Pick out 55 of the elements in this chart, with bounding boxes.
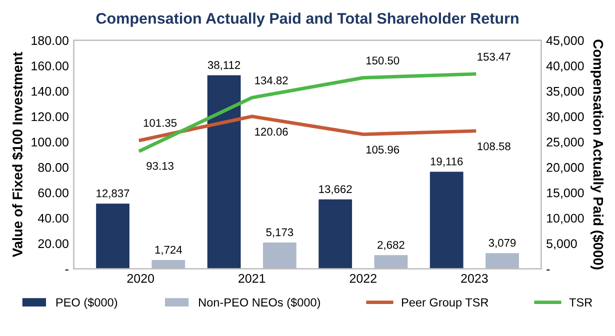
y-tick-label: 40.00 [38,214,68,223]
legend-label: Peer Group TSR [402,298,488,309]
x-tick-label: 2023 [461,274,488,283]
y-axis-title: Value of Fixed $100 Investment [12,52,24,258]
x-tick-label: 2021 [238,274,266,283]
bar [152,260,186,269]
data-label: 101.35 [144,118,177,127]
y2-tick-label: 25,000 [546,138,584,148]
bar [486,253,519,269]
y-tick-label: 140.00 [32,86,68,96]
line-series [138,72,476,152]
y2-tick-label: 40,000 [546,62,584,72]
y2-tick-label: 10,000 [547,214,584,224]
y-tick-label: 100.00 [32,138,68,147]
y-tick-label: 160.00 [32,62,68,70]
bar [96,204,130,269]
y-tick-label: 180.00 [32,36,68,45]
data-label: 134.82 [255,76,288,84]
data-label: 12,837 [96,189,130,199]
bar [374,255,408,269]
y2-tick-label: 35,000 [546,86,584,98]
data-label: 150.50 [366,56,400,64]
y-tick-label: 120.00 [32,112,68,122]
data-label: 93.13 [146,162,174,170]
line-series [138,114,476,142]
data-label: 120.06 [255,128,288,136]
y2-tick-label: 5,000 [546,239,577,250]
data-label: 108.58 [478,142,510,150]
data-label: 105.96 [366,146,400,154]
bar [207,75,241,269]
data-label: 2,682 [378,240,404,250]
y2-tick-label: 15,000 [547,188,584,199]
y-tick-label: 20.00 [38,239,68,248]
data-label: 19,116 [430,158,463,167]
data-label: 1,724 [155,246,182,255]
bar [262,242,296,269]
x-tick-label: 2020 [127,274,154,283]
chart-title: Compensation Actually Paid and Total Shareholder Return [96,12,518,27]
data-label: 13,662 [319,185,352,194]
y2-tick-label: 30,000 [546,112,584,123]
y2-tick-label: 20,000 [546,163,584,174]
legend-label: Non-PEO NEOs ($000) [199,298,320,309]
data-label: 153.47 [478,52,510,61]
y-tick-label: 60.00 [38,188,68,198]
data-label: 3,079 [488,238,516,248]
data-label: 38,112 [208,61,240,70]
legend-label: PEO ($000) [56,298,118,309]
x-tick-label: 2022 [350,274,376,283]
bar [430,172,464,269]
bar [318,199,352,269]
legend-label: TSR [569,298,592,307]
y2-axis-title: Compensation Actually Paid ($000) [590,40,604,270]
y2-tick-label: 45,000 [546,36,584,46]
data-label: 5,173 [266,228,294,238]
y-tick-label: 80.00 [38,163,68,172]
